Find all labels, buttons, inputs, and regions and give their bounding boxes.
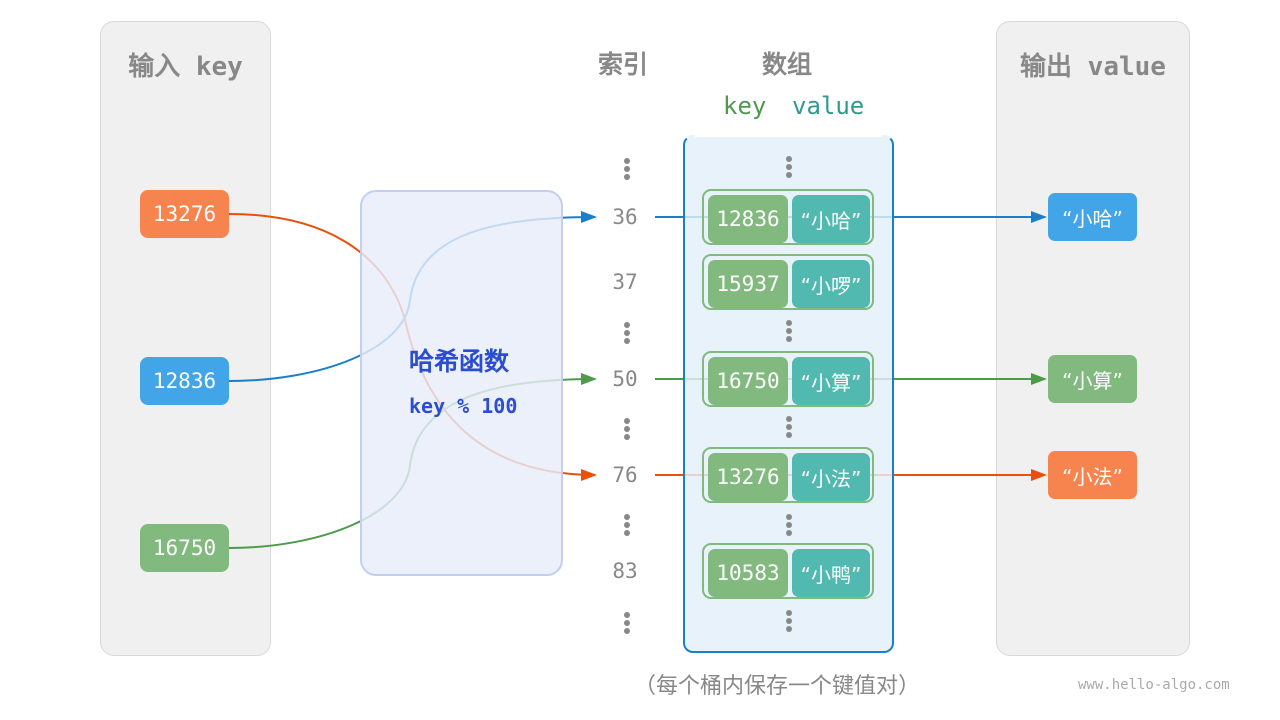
bucket-76: 13276 “小法”: [702, 447, 874, 503]
ellipsis-icon: [624, 514, 630, 538]
bucket-50: 16750 “小算”: [702, 351, 874, 407]
bucket-value: “小哈”: [792, 195, 870, 243]
ellipsis-icon: [786, 514, 792, 538]
bucket-36: 12836 “小哈”: [702, 189, 874, 245]
bucket-key: 12836: [708, 195, 788, 243]
output-value-xiaosuan: “小算”: [1048, 355, 1137, 403]
index-76: 76: [612, 463, 638, 487]
value-header: value: [792, 92, 865, 120]
ellipsis-icon: [624, 418, 630, 442]
ellipsis-icon: [786, 416, 792, 440]
hash-function-formula: key % 100: [409, 394, 518, 418]
output-panel: 输出 value: [996, 21, 1190, 656]
key-header: key: [723, 92, 767, 120]
hash-function-box: 哈希函数 key % 100: [360, 190, 563, 576]
bucket-key: 13276: [708, 453, 788, 501]
ellipsis-icon: [786, 320, 792, 344]
input-key-16750: 16750: [140, 524, 229, 572]
ellipsis-icon: [786, 156, 792, 180]
ellipsis-icon: [624, 322, 630, 346]
index-83: 83: [612, 559, 638, 583]
array-top-edge: [695, 135, 882, 137]
output-value-xiaoha: “小哈”: [1048, 193, 1137, 241]
index-50: 50: [612, 367, 638, 391]
hash-function-title: 哈希函数: [409, 347, 510, 376]
bucket-value: “小啰”: [792, 260, 870, 308]
output-value-xiaofa: “小法”: [1048, 451, 1137, 499]
bucket-key: 10583: [708, 549, 788, 597]
index-36: 36: [612, 205, 638, 229]
watermark: www.hello-algo.com: [1078, 677, 1230, 693]
output-panel-title: 输出 value: [1020, 52, 1166, 82]
caption: （每个桶内保存一个键值对）: [634, 674, 921, 699]
bucket-37: 15937 “小啰”: [702, 254, 874, 310]
bucket-value: “小法”: [792, 453, 870, 501]
bucket-value: “小算”: [792, 357, 870, 405]
input-key-12836: 12836: [140, 357, 229, 405]
bucket-value: “小鸭”: [792, 549, 870, 597]
index-header: 索引: [598, 50, 649, 79]
bucket-key: 16750: [708, 357, 788, 405]
bucket-83: 10583 “小鸭”: [702, 543, 874, 599]
array-header: 数组: [762, 50, 813, 79]
ellipsis-icon: [624, 612, 630, 636]
input-panel-title: 输入 key: [128, 52, 243, 82]
index-37: 37: [612, 270, 638, 294]
ellipsis-icon: [624, 158, 630, 182]
input-key-13276: 13276: [140, 190, 229, 238]
ellipsis-icon: [786, 610, 792, 634]
bucket-key: 15937: [708, 260, 788, 308]
